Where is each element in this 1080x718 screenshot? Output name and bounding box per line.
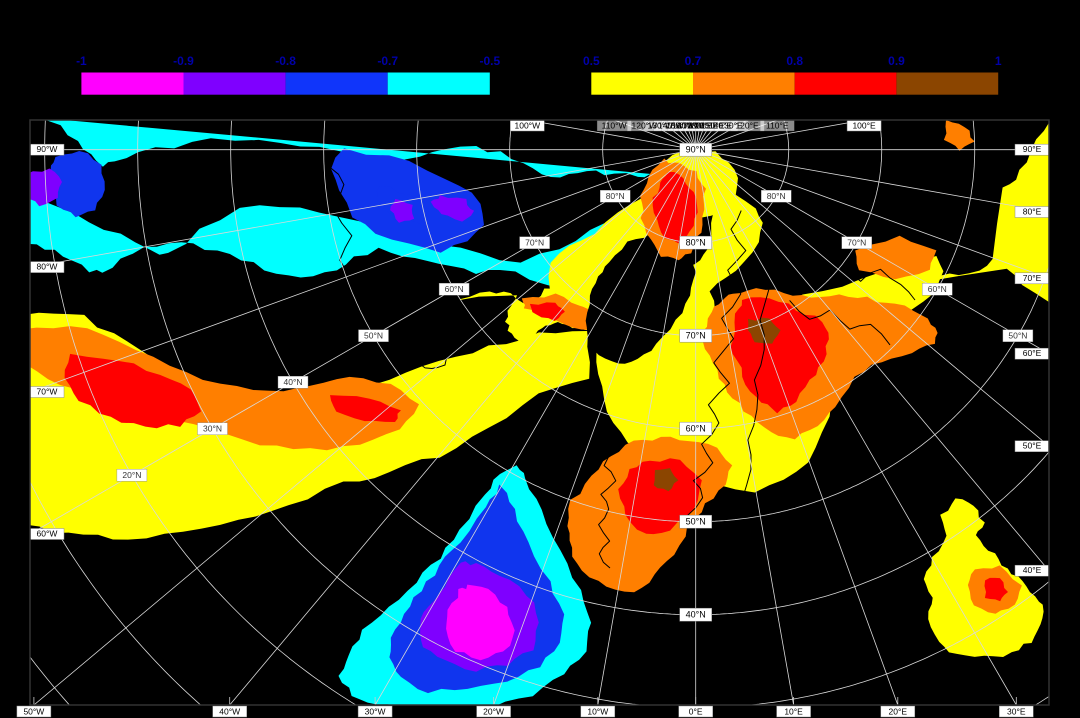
svg-text:10°W: 10°W: [587, 707, 608, 717]
svg-text:50°W: 50°W: [23, 707, 44, 717]
svg-text:-0.7: -0.7: [377, 54, 398, 68]
svg-text:-1: -1: [76, 54, 87, 68]
svg-text:60°N: 60°N: [686, 424, 706, 434]
svg-text:90°E: 90°E: [1023, 144, 1042, 154]
svg-text:30°W: 30°W: [365, 707, 386, 717]
svg-text:40°E: 40°E: [1023, 565, 1042, 575]
svg-text:100°W: 100°W: [514, 121, 540, 131]
svg-text:90°W: 90°W: [37, 144, 58, 154]
svg-text:60°N: 60°N: [445, 284, 464, 294]
svg-text:-0.9: -0.9: [173, 54, 194, 68]
svg-text:30°E: 30°E: [1007, 707, 1026, 717]
svg-text:0.9: 0.9: [888, 54, 905, 68]
svg-text:50°N: 50°N: [686, 517, 706, 527]
svg-text:-0.5: -0.5: [479, 54, 500, 68]
svg-text:20°E: 20°E: [889, 707, 908, 717]
svg-text:60°N: 60°N: [928, 284, 947, 294]
svg-text:30°N: 30°N: [203, 424, 222, 434]
svg-text:70°N: 70°N: [686, 331, 706, 341]
svg-text:70°W: 70°W: [37, 387, 58, 397]
svg-text:50°E: 50°E: [1023, 441, 1042, 451]
svg-text:80°N: 80°N: [686, 238, 706, 248]
svg-text:40°W: 40°W: [219, 707, 240, 717]
svg-text:50°N: 50°N: [364, 331, 383, 341]
svg-text:70°E: 70°E: [1023, 273, 1042, 283]
svg-text:70°N: 70°N: [525, 238, 544, 248]
svg-text:1: 1: [995, 54, 1002, 68]
svg-text:0.5: 0.5: [583, 54, 600, 68]
svg-text:60°W: 60°W: [37, 529, 58, 539]
svg-text:110°W: 110°W: [602, 121, 627, 131]
svg-text:0.8: 0.8: [786, 54, 803, 68]
svg-text:0.7: 0.7: [685, 54, 702, 68]
svg-text:80°N: 80°N: [606, 191, 625, 201]
svg-text:110°E: 110°E: [766, 121, 789, 131]
svg-text:0°E: 0°E: [689, 707, 703, 717]
svg-text:20°W: 20°W: [483, 707, 504, 717]
svg-text:10°E: 10°E: [784, 707, 803, 717]
svg-text:80°N: 80°N: [767, 191, 786, 201]
svg-text:80°W: 80°W: [37, 262, 58, 272]
svg-text:50°N: 50°N: [1008, 331, 1027, 341]
svg-text:90°N: 90°N: [686, 145, 706, 155]
svg-text:40°N: 40°N: [284, 377, 303, 387]
svg-text:80°E: 80°E: [1023, 207, 1042, 217]
svg-text:60°E: 60°E: [1023, 348, 1042, 358]
svg-text:120°E: 120°E: [735, 121, 759, 131]
svg-text:70°N: 70°N: [847, 238, 866, 248]
svg-text:100°E: 100°E: [852, 121, 876, 131]
svg-text:-0.8: -0.8: [275, 54, 296, 68]
svg-text:40°N: 40°N: [686, 610, 706, 620]
svg-text:20°N: 20°N: [122, 470, 141, 480]
